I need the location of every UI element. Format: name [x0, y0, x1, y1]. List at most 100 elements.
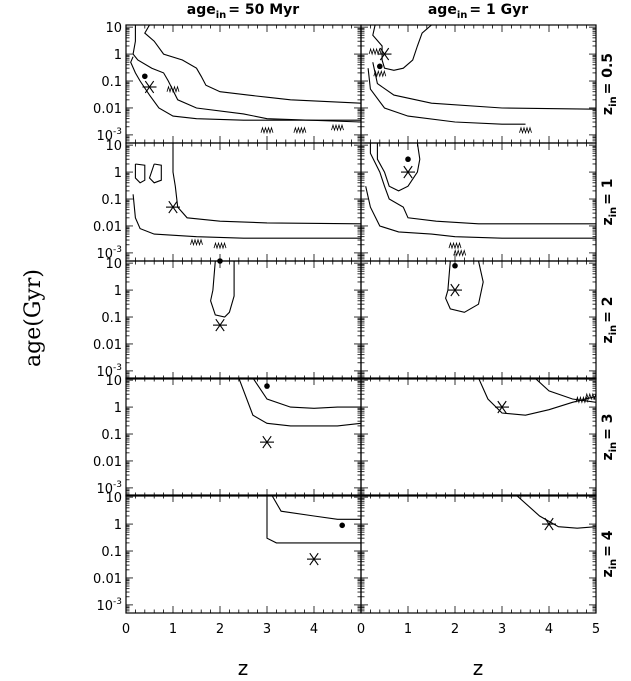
panel-frame [125, 260, 362, 380]
row-title-3: zin= 2 [600, 296, 619, 343]
contours [365, 143, 596, 257]
row-title-2: zin= 1 [600, 178, 619, 225]
panel-r2-c0: 10 1 0.1 0.01 10-3 [93, 257, 362, 380]
contour-noise [260, 126, 274, 135]
star-marker [213, 318, 227, 332]
dot-marker [217, 258, 223, 264]
y-tick-label: 1 [114, 518, 122, 533]
contour-line [515, 495, 596, 529]
contour-noise [584, 392, 596, 401]
dot-marker [377, 63, 383, 70]
panel-r4-c1 [360, 494, 597, 614]
contours [266, 495, 361, 544]
y-tick-label: 10 [105, 139, 122, 154]
y-tick-label: 0.1 [101, 428, 122, 443]
y-tick-label: 10-3 [96, 480, 122, 497]
contour-noise [519, 126, 532, 135]
y-tick-label: 1 [114, 401, 122, 416]
column-title-2: agein = 1 Gyr [428, 2, 528, 21]
panel-frame [125, 24, 362, 144]
y-tick-label: 0.1 [101, 545, 122, 560]
star-marker [307, 552, 321, 566]
y-axis-label: age(Gyr) [21, 269, 46, 367]
panel-frame [360, 494, 597, 614]
x-tick-label-left: 1 [169, 622, 177, 637]
contour-line [132, 25, 361, 123]
y-tick-label: 1 [114, 48, 122, 63]
contour-line [369, 143, 596, 225]
x-tick-label-right: 1 [404, 622, 412, 637]
x-axis-label-right: z [473, 656, 484, 680]
contours [130, 25, 361, 135]
contours [210, 261, 235, 318]
y-tick-label: 10-3 [96, 127, 122, 144]
y-tick-label: 0.01 [93, 102, 122, 117]
panel-frame [125, 142, 362, 262]
dot-marker [142, 73, 148, 80]
y-tick-label: 10 [105, 491, 122, 506]
panel-r3-c0: 10 1 0.1 0.01 10-3 [93, 374, 362, 497]
contours [132, 143, 361, 250]
x-tick-label-right: 0 [357, 622, 365, 637]
y-tick-label: 10-3 [96, 363, 122, 380]
x-axis-label-left: z [238, 656, 249, 680]
contour-line [372, 25, 432, 71]
contour-line [172, 143, 361, 225]
dot-marker [264, 383, 270, 389]
y-tick-label: 10 [105, 21, 122, 36]
contour-noise [213, 241, 227, 250]
y-tick-label: 1 [114, 284, 122, 299]
y-tick-label: 0.01 [93, 338, 122, 353]
contours [477, 378, 596, 416]
y-tick-label: 10-3 [96, 245, 122, 262]
panel-r2-c1 [360, 260, 597, 380]
row-title-4: zin= 3 [600, 413, 619, 460]
contours [238, 378, 361, 427]
contour-noise [373, 69, 387, 78]
contour-line [238, 378, 361, 427]
panel-r0-c1 [360, 24, 597, 144]
panel-r4-c0: 10 1 0.1 0.01 10-3 [93, 491, 362, 614]
y-tick-label: 0.01 [93, 220, 122, 235]
x-tick-label-left: 2 [216, 622, 224, 637]
star-marker [448, 283, 462, 297]
contour-noise [331, 123, 344, 132]
dot-marker [339, 522, 346, 529]
y-tick-label: 0.1 [101, 311, 122, 326]
contour-line [445, 261, 484, 313]
star-marker [401, 165, 415, 179]
contour-noise [453, 249, 467, 257]
contour-noise [190, 238, 203, 247]
dot-marker [405, 156, 411, 163]
column-title-1: agein = 50 Myr [187, 2, 300, 21]
star-marker [495, 400, 509, 414]
x-tick-label-left: 4 [310, 622, 318, 637]
contour-line [365, 186, 596, 239]
y-tick-label: 10 [105, 374, 122, 389]
contour-noise [368, 47, 382, 56]
y-tick-label: 0.01 [93, 572, 122, 587]
y-tick-label: 10-3 [96, 597, 122, 614]
panel-frame [125, 494, 362, 614]
contours [445, 261, 484, 313]
contours [515, 495, 596, 529]
panel-r1-c1 [360, 142, 597, 262]
panel-grid: 1010.10.0110-31010.10.0110-31010.10.0110… [93, 21, 600, 637]
panel-r3-c1 [360, 377, 597, 497]
star-marker [142, 80, 157, 94]
contour-line [372, 62, 596, 110]
panel-frame [125, 377, 362, 497]
contour-line [266, 495, 361, 544]
contour-noise [166, 85, 180, 94]
row-title-5: zin= 4 [600, 530, 619, 577]
contour-noise [448, 241, 462, 250]
contour-line [210, 261, 235, 318]
panel-frame [360, 377, 597, 497]
x-tick-label-right: 3 [498, 622, 506, 637]
contour-line [477, 378, 596, 416]
y-tick-label: 0.1 [101, 193, 122, 208]
panel-frame [360, 24, 597, 144]
y-tick-label: 1 [114, 166, 122, 181]
dot-marker [452, 262, 458, 269]
